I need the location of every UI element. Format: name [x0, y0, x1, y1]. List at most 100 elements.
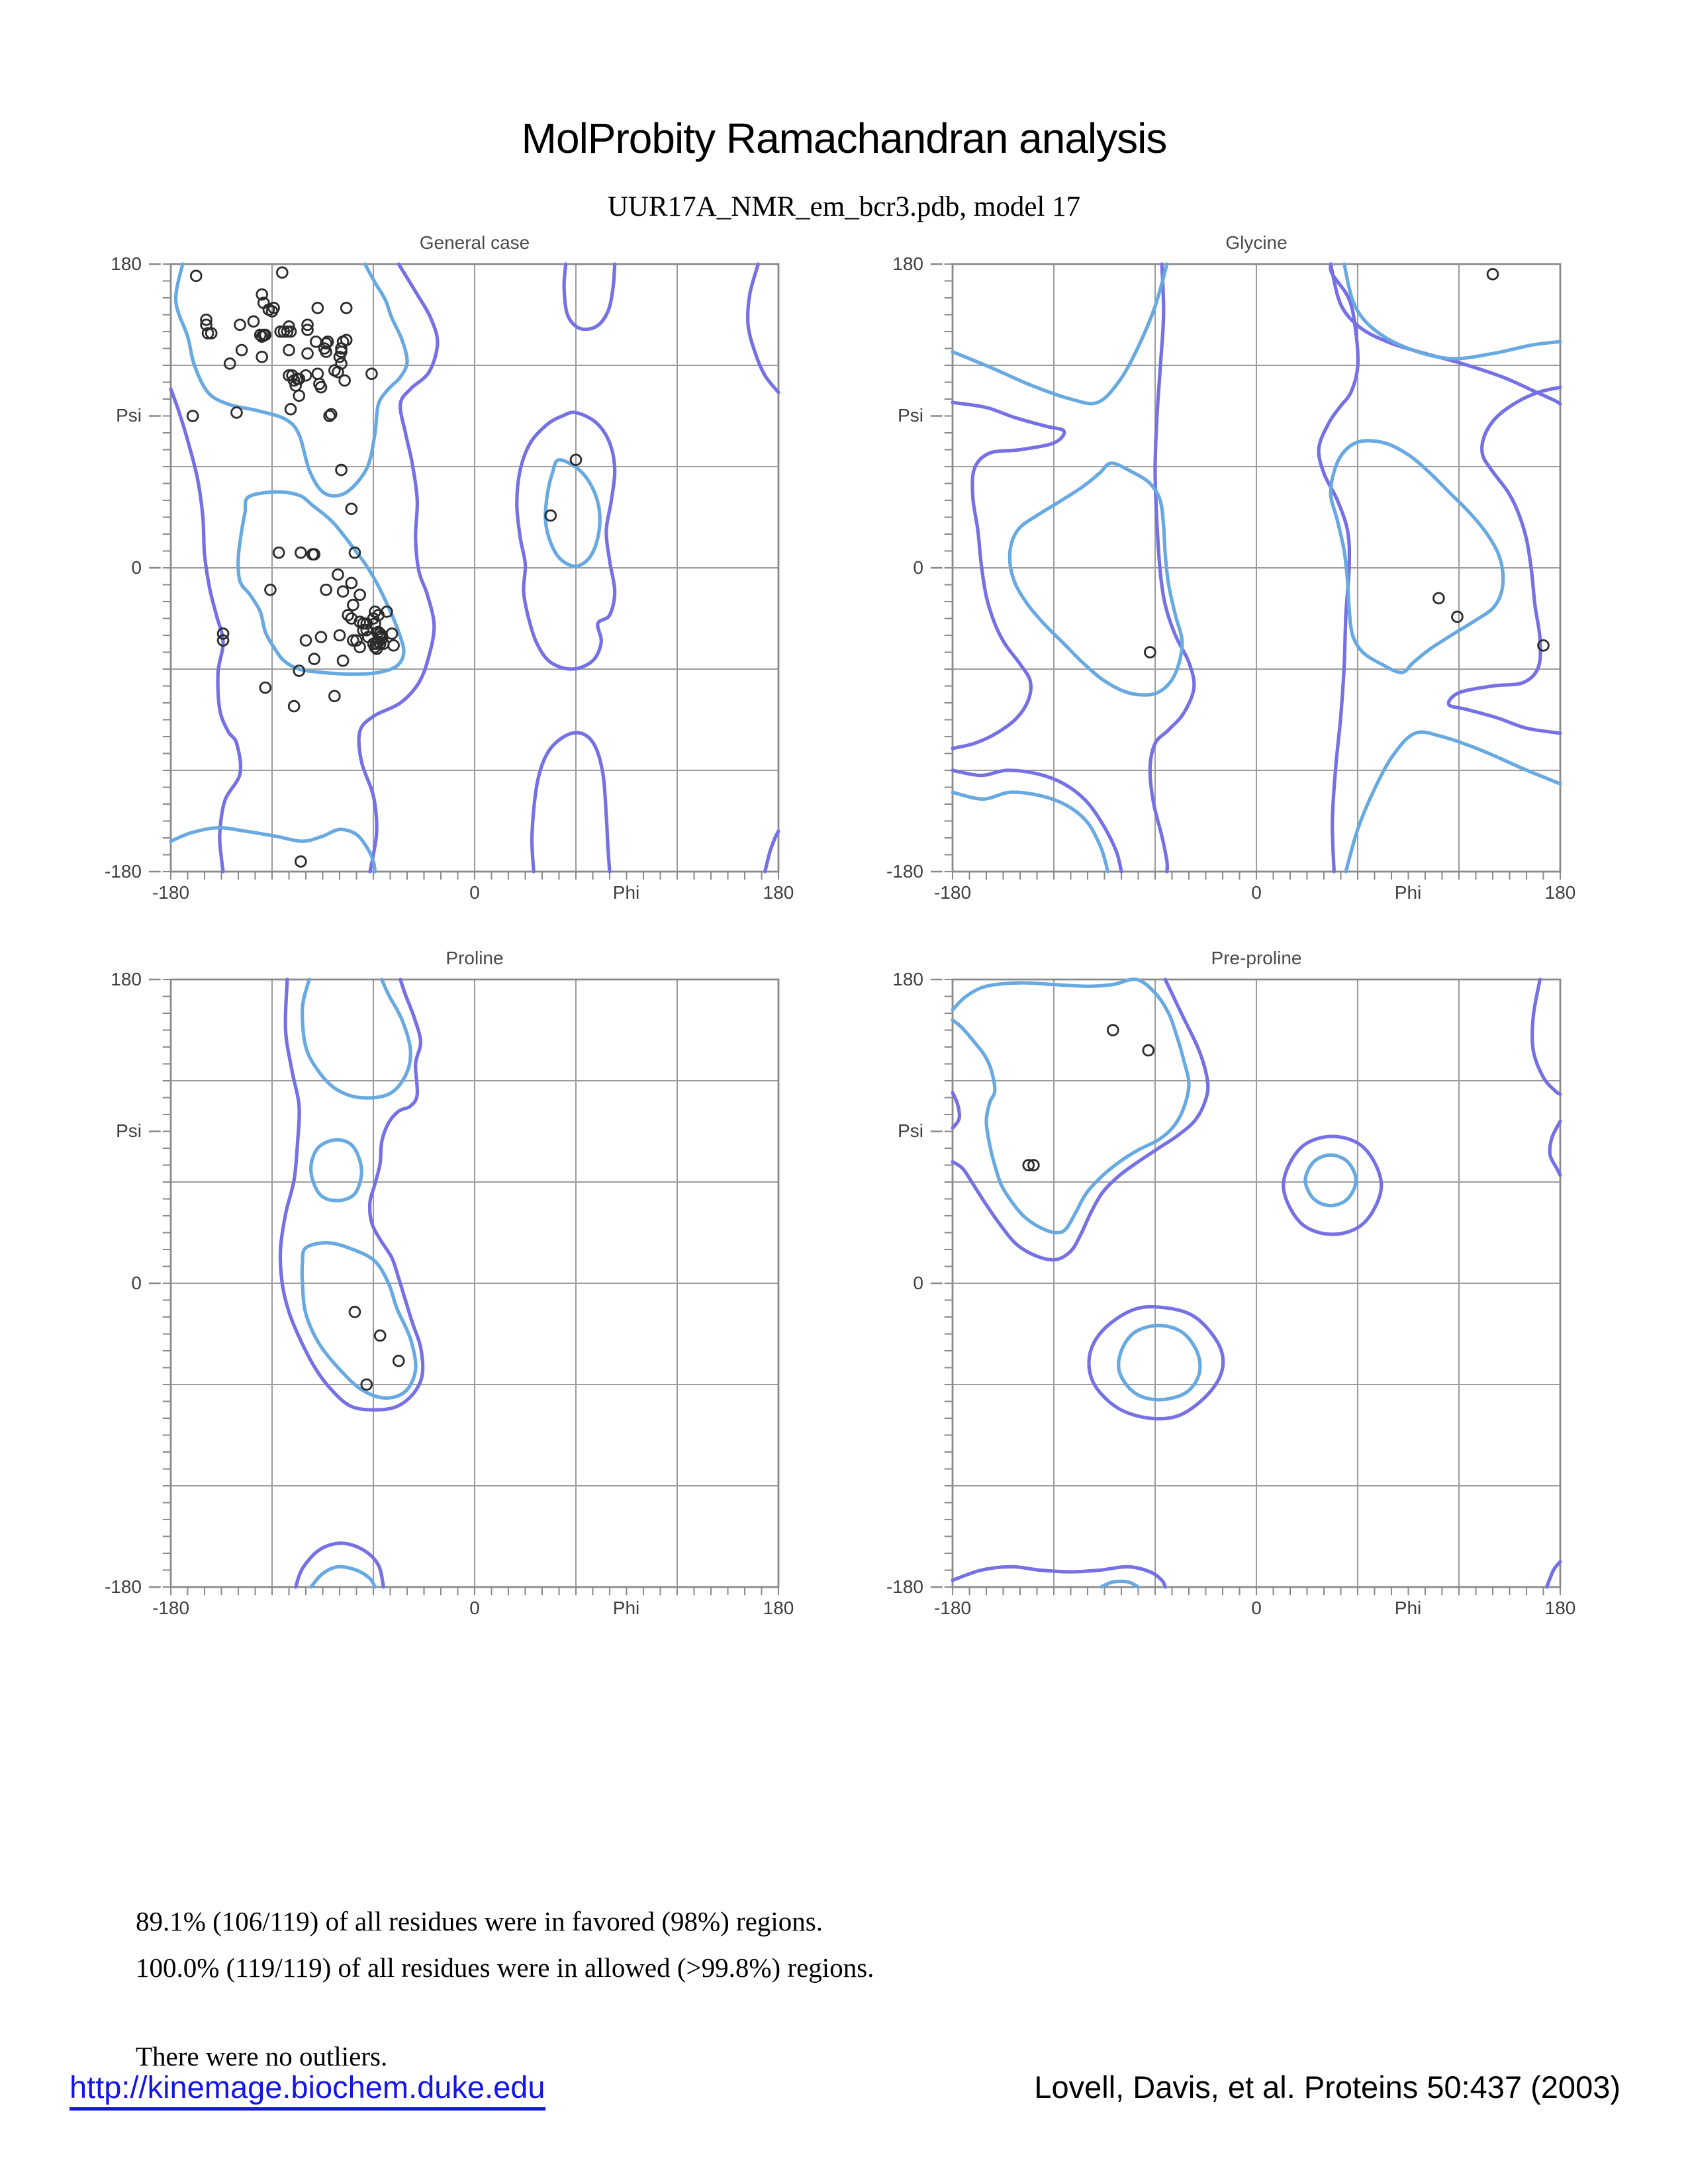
residue-point: [1451, 610, 1464, 623]
residue-point: [367, 612, 380, 625]
y-axis-title: Psi: [116, 1120, 142, 1141]
y-tick-label: -180: [104, 1576, 142, 1597]
residue-point: [333, 350, 346, 363]
y-tick-label: -180: [886, 1576, 923, 1597]
grid-lines: [953, 264, 1560, 872]
allowed-contour: [530, 731, 612, 874]
residue-point: [267, 301, 280, 314]
residue-point: [293, 664, 306, 677]
allowed-contour: [745, 262, 780, 394]
favored-contour: [951, 262, 1169, 406]
residue-point: [335, 345, 348, 358]
residue-points: [186, 266, 583, 868]
favored-contour: [543, 458, 602, 569]
favored-contour: [236, 490, 406, 676]
x-tick-label: -180: [933, 882, 972, 903]
residue-point: [338, 374, 351, 387]
residue-point: [345, 576, 358, 590]
summary-line-allowed: 100.0% (119/119) of all residues were in…: [136, 1952, 874, 1983]
residue-point: [544, 509, 557, 522]
grid-lines: [171, 979, 778, 1587]
residue-point: [189, 269, 203, 283]
residue-point: [256, 288, 269, 301]
x-tick-label: 180: [1544, 1598, 1576, 1618]
residue-point: [295, 855, 307, 868]
allowed-contour: [1446, 385, 1562, 735]
residue-point: [340, 301, 353, 314]
outliers-text: There were no outliers.: [136, 2041, 388, 2071]
x-tick-label: 180: [763, 882, 794, 903]
summary-text: 89.1% (106/119) of all residues were in …: [136, 1898, 874, 1991]
plot-frame: [951, 978, 1562, 1588]
residue-point: [360, 1378, 373, 1391]
residue-point: [320, 583, 332, 596]
favored-contour: [309, 1138, 363, 1203]
favored-contour: [1099, 1579, 1141, 1589]
allowed-contour: [294, 1541, 385, 1589]
y-tick-label: 180: [892, 969, 923, 989]
kinemage-link[interactable]: http://kinemage.biochem.duke.edu: [70, 2069, 545, 2111]
residue-point: [216, 634, 230, 647]
residue-point: [348, 546, 361, 559]
residue-point: [1537, 639, 1550, 652]
y-tick-label: -180: [886, 861, 923, 882]
residue-point: [200, 313, 212, 326]
residue-point: [347, 598, 359, 612]
residue-point: [333, 629, 346, 642]
residue-point: [336, 585, 350, 598]
residue-point: [275, 266, 289, 279]
allowed-contour: [278, 978, 425, 1412]
residue-point: [342, 609, 355, 621]
residue-point: [311, 367, 324, 381]
residue-point: [283, 320, 295, 333]
residue-point: [1022, 1159, 1035, 1171]
plot-title: General case: [419, 232, 530, 253]
residue-points: [348, 1306, 405, 1391]
residue-point: [259, 681, 272, 694]
y-tick-label: 0: [913, 1273, 923, 1293]
residue-point: [350, 634, 363, 647]
residue-point: [353, 588, 366, 602]
favored-contour: [309, 1565, 377, 1589]
favored-contour: [169, 826, 377, 874]
residue-point: [314, 631, 328, 643]
grid-lines: [171, 264, 778, 872]
residue-point: [360, 624, 373, 637]
allowed-contour: [1544, 1560, 1562, 1589]
residue-point: [247, 315, 260, 328]
residue-point: [353, 641, 366, 654]
residue-point: [328, 690, 341, 703]
citation-text: Lovell, Davis, et al. Proteins 50:437 (2…: [1034, 2070, 1620, 2105]
residue-point: [387, 639, 400, 652]
plot-pre-proline: Pre-proline 180 Psi 0 -180 -180 0 Phi 18…: [886, 948, 1575, 1618]
axis-ticks: [148, 978, 780, 1596]
residue-point: [332, 365, 344, 379]
ramachandran-canvas: [930, 262, 1562, 880]
plot-general-case: General case 180 Psi 0 -180 -180 0 Phi 1…: [105, 232, 794, 903]
favored-contour: [1329, 439, 1505, 674]
residue-point: [293, 373, 306, 385]
allowed-contour: [951, 768, 1123, 874]
allowed-contour: [515, 410, 617, 671]
y-tick-label: 180: [111, 969, 142, 989]
residue-point: [335, 463, 348, 477]
y-axis-title: Psi: [116, 405, 142, 426]
residue-point: [259, 328, 272, 341]
ramachandran-canvas: [148, 978, 780, 1596]
x-tick-label: -180: [152, 882, 190, 903]
plot-proline: Proline 180 Psi 0 -180 -180 0 Phi 180: [105, 948, 794, 1618]
residue-point: [283, 343, 295, 357]
residue-point: [365, 367, 378, 381]
allowed-contour: [1530, 978, 1562, 1097]
residue-point: [301, 318, 314, 332]
residue-points: [1022, 1024, 1155, 1171]
favored-contour: [1342, 262, 1562, 361]
residue-point: [281, 325, 294, 338]
residue-point: [256, 350, 269, 363]
y-tick-label: 180: [892, 253, 923, 274]
allowed-contour: [1317, 262, 1360, 874]
allowed-contour: [951, 1091, 962, 1130]
x-tick-label: 0: [1251, 1598, 1262, 1618]
x-tick-label: 0: [469, 882, 480, 903]
